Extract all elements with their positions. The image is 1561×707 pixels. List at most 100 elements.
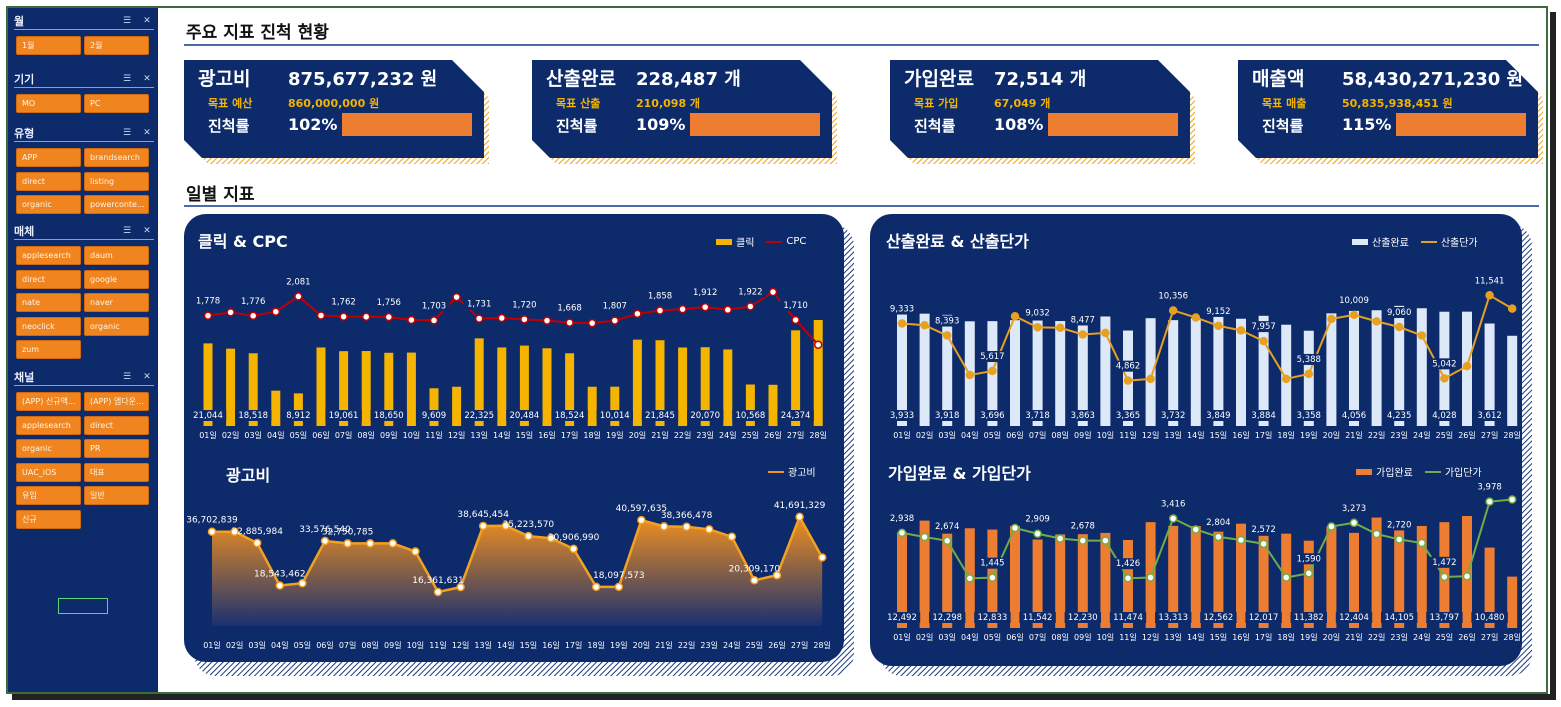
line-data-label: 1,710 — [783, 301, 807, 311]
signup-chart: 12,492 12,298 12,833 11,542 12,230 11,474 13,3… — [883, 481, 1520, 642]
clear-filter-icon[interactable]: ✕ — [143, 371, 151, 382]
multi-select-icon[interactable]: ☰ — [122, 371, 132, 382]
line-point — [1123, 573, 1133, 583]
slicer-item-button[interactable]: applesearch — [16, 415, 81, 435]
slicer-item-button[interactable]: 신규 — [16, 509, 81, 529]
line-data-label: 1,720 — [512, 300, 536, 310]
line-data-label: 1,762 — [331, 298, 355, 308]
bar — [1258, 535, 1269, 628]
slicer-item-button[interactable]: organic — [16, 439, 81, 458]
slicer-item-button[interactable]: MO — [16, 94, 81, 113]
bar — [1326, 526, 1337, 628]
clear-filter-icon[interactable]: ✕ — [143, 15, 151, 26]
slicer-item-button[interactable]: listing — [84, 171, 149, 191]
kpi-name: 매출액 — [1252, 68, 1305, 90]
x-tick-label: 25일 — [746, 641, 764, 650]
slicer-item-button[interactable]: 대표 — [84, 462, 149, 482]
slicer-item-button[interactable]: zum — [16, 340, 81, 359]
slicer-item-button[interactable]: PC — [84, 94, 149, 113]
bar-data-label-bg — [687, 410, 724, 421]
slicer-item-button[interactable]: applesearch — [16, 246, 81, 265]
slicer-item-button[interactable]: organic — [16, 195, 81, 214]
line-point — [1259, 539, 1268, 549]
x-tick-label: 15일 — [1210, 633, 1228, 642]
slicer-item-button[interactable]: neoclick — [16, 316, 81, 336]
bar — [942, 533, 953, 628]
line-point — [768, 287, 778, 297]
slicer-item-button[interactable]: PR — [84, 439, 149, 458]
slicer-1: 기기 ☰ ✕ MO PC — [14, 70, 154, 113]
line-point — [965, 574, 975, 583]
line-point — [942, 331, 952, 340]
line-point — [1417, 331, 1427, 340]
slicer-title: 매체 — [14, 224, 35, 238]
kpi-target-label: 목표 예산 — [208, 97, 253, 110]
slicer-item-button[interactable]: organic — [84, 316, 149, 336]
clear-filter-icon[interactable]: ✕ — [143, 127, 151, 138]
multi-select-icon[interactable]: ☰ — [122, 73, 132, 84]
line-point — [942, 536, 952, 546]
bar — [361, 351, 371, 426]
slicer-item-button[interactable]: nate — [16, 293, 81, 312]
x-tick-label: 25일 — [742, 431, 760, 440]
bar — [768, 384, 778, 426]
line-point — [1259, 336, 1268, 346]
slicer-item-button[interactable]: UAC_iOS — [16, 462, 81, 482]
slicer-item-button[interactable]: powerconte... — [84, 195, 149, 214]
x-tick-label: 08일 — [1051, 431, 1069, 440]
line-point — [271, 307, 281, 316]
line-data-label: 5,042 — [1432, 359, 1456, 369]
line-data-label-bg — [1383, 519, 1415, 531]
bar-data-label: 13,797 — [1430, 613, 1460, 623]
x-tick-label: 10일 — [403, 431, 421, 440]
line-data-label-bg — [1022, 307, 1054, 319]
clear-filter-icon[interactable]: ✕ — [143, 73, 151, 84]
slicer-item-button[interactable]: direct — [16, 171, 81, 191]
x-tick-label: 07일 — [339, 641, 357, 650]
bar — [745, 384, 755, 426]
area-point — [456, 582, 465, 592]
multi-select-icon[interactable]: ☰ — [122, 225, 132, 236]
x-tick-label: 09일 — [1074, 431, 1092, 440]
bar-data-label: 12,492 — [887, 613, 917, 623]
clear-filter-icon[interactable]: ✕ — [143, 225, 151, 236]
bar-data-label-bg — [1109, 612, 1147, 623]
line-point — [248, 311, 258, 321]
bar — [813, 320, 823, 426]
slicer-item-button[interactable]: direct — [16, 269, 81, 289]
x-tick-label: 28일 — [1503, 431, 1520, 440]
slicer-item-button[interactable]: APP — [16, 148, 81, 167]
line-point — [965, 370, 975, 380]
bar — [497, 347, 507, 426]
slicer-item-button[interactable]: (APP) 신규액... — [16, 392, 81, 411]
line-data-label: 1,731 — [467, 300, 491, 310]
slicer-item-button[interactable]: google — [84, 269, 149, 289]
bar-data-label: 14,105 — [1384, 613, 1414, 623]
bar — [678, 347, 688, 426]
main-area: 주요 지표 진척 현황 광고비 875,677,232 원 목표 예산 860,000… — [158, 8, 1546, 692]
slicer-item-button[interactable]: naver — [84, 293, 149, 312]
line-data-label: 1,472 — [1432, 558, 1456, 568]
slicer-item-button[interactable]: 일반 — [84, 486, 149, 505]
line-data-label: 1,922 — [738, 287, 762, 297]
area-data-label: 36,702,839 — [186, 516, 238, 526]
slicer-item-button[interactable]: 2월 — [84, 36, 149, 55]
x-tick-label: 14일 — [1187, 633, 1205, 642]
line-data-label-bg — [976, 351, 1008, 363]
line-point — [1349, 310, 1359, 320]
area-point — [275, 581, 285, 590]
slicer-item-button[interactable]: brandsearch — [84, 148, 149, 167]
bar — [1236, 523, 1246, 628]
slicer-item-button[interactable]: 유입 — [16, 486, 81, 505]
multi-select-icon[interactable]: ☰ — [122, 127, 132, 138]
bar — [316, 347, 326, 426]
bar-data-label: 11,542 — [1023, 613, 1053, 623]
x-tick-label: 07일 — [1029, 431, 1047, 440]
slicer-item-button[interactable]: (APP) 앱다운... — [84, 392, 149, 411]
multi-select-icon[interactable]: ☰ — [122, 15, 132, 26]
line-point — [1101, 536, 1110, 545]
slicer-item-button[interactable]: daum — [84, 246, 149, 265]
slicer-item-button[interactable]: direct — [84, 415, 149, 435]
line-data-label-bg — [689, 287, 721, 299]
slicer-item-button[interactable]: 1월 — [16, 36, 81, 55]
